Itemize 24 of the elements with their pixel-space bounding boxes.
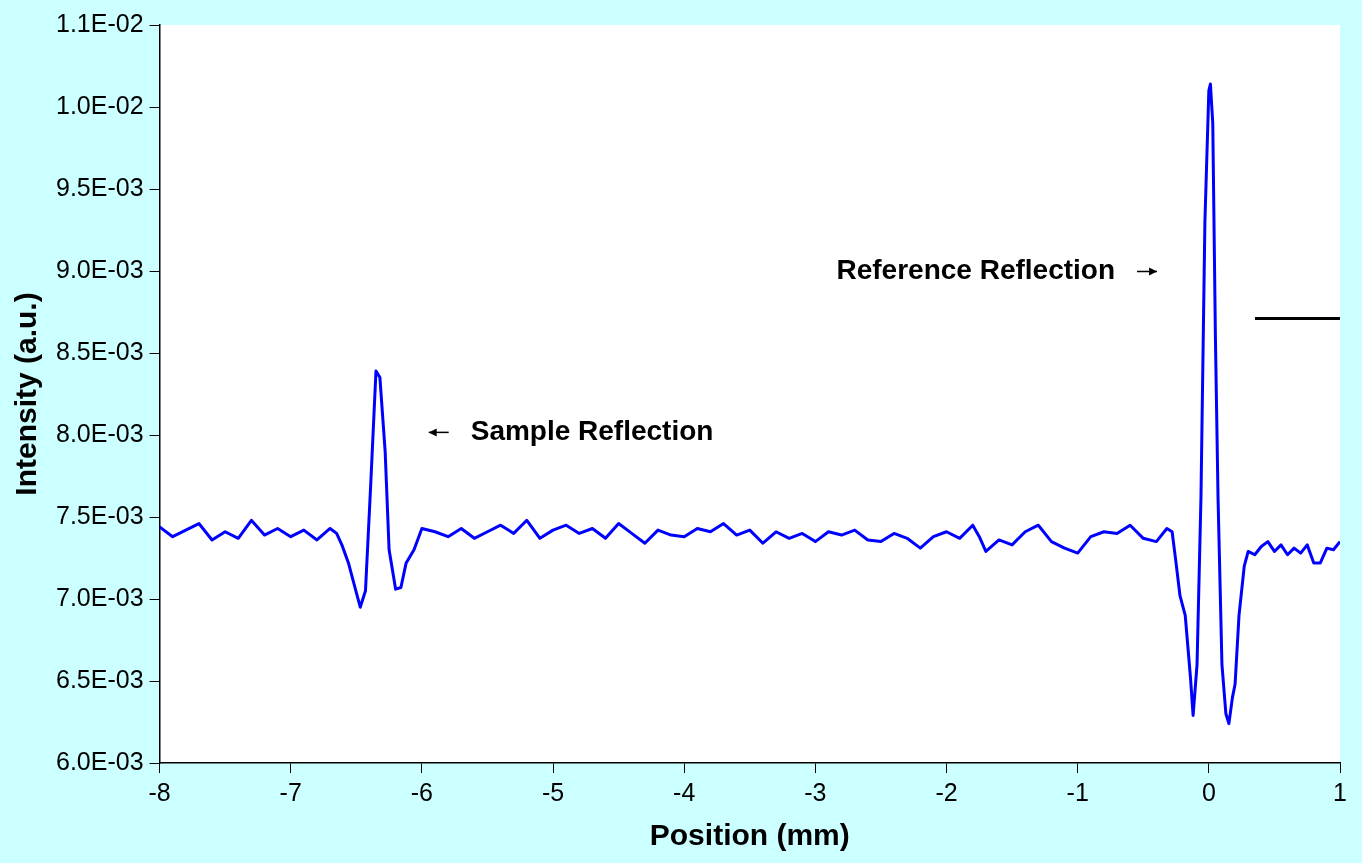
y-axis-title: Intensity (a.u.) <box>9 292 43 496</box>
y-tick-label: 7.0E-03 <box>56 582 144 611</box>
x-tick-label: -8 <box>148 777 171 806</box>
x-tick-label: -6 <box>410 777 433 806</box>
annotation: Reference Reflection <box>836 254 1116 286</box>
y-tick-label: 9.5E-03 <box>56 172 144 201</box>
x-tick-label: -4 <box>673 777 696 806</box>
x-tick-label: -7 <box>279 777 302 806</box>
x-axis-title: Position (mm) <box>649 818 850 852</box>
y-tick-label: 9.0E-03 <box>56 254 144 283</box>
x-tick-label: 0 <box>1201 777 1216 806</box>
annotation: Sample Reflection <box>470 415 714 447</box>
x-tick-label: 1 <box>1333 777 1347 806</box>
y-tick-label: 8.0E-03 <box>56 418 144 447</box>
y-tick-label: 1.1E-02 <box>56 8 144 37</box>
x-tick-label: -2 <box>935 777 958 806</box>
x-tick-label: -1 <box>1066 777 1089 806</box>
y-tick-label: 6.0E-03 <box>56 746 144 775</box>
x-tick-label: -3 <box>804 777 827 806</box>
y-tick-label: 6.5E-03 <box>56 664 144 693</box>
y-tick-label: 1.0E-02 <box>56 90 144 119</box>
x-tick-label: -5 <box>541 777 565 806</box>
y-tick-label: 7.5E-03 <box>56 500 144 529</box>
y-tick-label: 8.5E-03 <box>56 336 144 365</box>
